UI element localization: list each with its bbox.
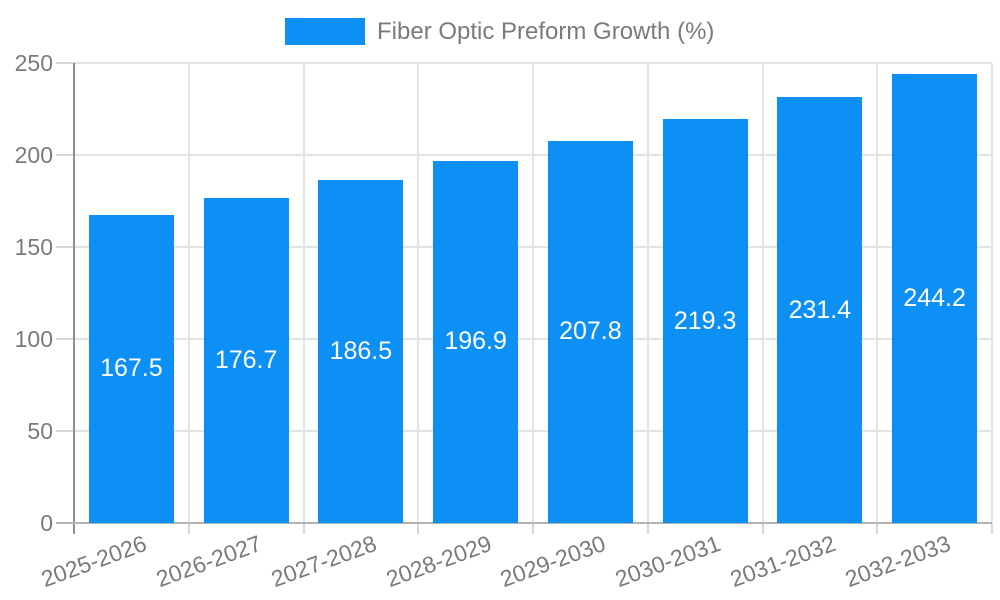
x-gridline <box>761 63 764 523</box>
y-tick <box>56 338 73 340</box>
bar-2029-2030[interactable]: 207.8 <box>547 140 633 523</box>
x-tick <box>532 524 534 534</box>
x-tick <box>761 524 764 534</box>
bar-value-label: 231.4 <box>788 295 852 324</box>
x-tick <box>302 524 305 534</box>
x-tick <box>646 524 649 534</box>
legend-label: Fiber Optic Preform Growth (%) <box>377 18 715 45</box>
bar-value-label: 244.2 <box>903 283 966 312</box>
y-tick <box>56 62 73 64</box>
x-gridline <box>302 63 305 523</box>
bar-value-label: 196.9 <box>444 327 507 356</box>
x-gridline <box>646 63 649 523</box>
bar-2025-2026[interactable]: 167.5 <box>88 214 174 523</box>
bar-value-label: 167.5 <box>100 354 163 383</box>
x-tick-label-2026-2027: 2026-2027 <box>152 530 266 593</box>
bar-2030-2031[interactable]: 219.3 <box>662 119 748 523</box>
y-tick <box>56 154 73 156</box>
x-tick <box>417 524 420 534</box>
bar-2027-2028[interactable]: 186.5 <box>318 179 404 523</box>
y-tick-label: 150 <box>14 234 53 260</box>
y-tick-label: 50 <box>27 418 53 444</box>
x-tick <box>187 524 190 534</box>
x-gridline <box>991 63 993 523</box>
x-tick-label-2027-2028: 2027-2028 <box>267 530 380 593</box>
y-tick <box>56 246 73 248</box>
y-tick-label: 250 <box>14 50 53 76</box>
x-tick-label-2025-2026: 2025-2026 <box>38 530 151 593</box>
x-tick-label-2029-2030: 2029-2030 <box>497 530 610 593</box>
y-tick-label: 0 <box>40 510 53 536</box>
bar-value-label: 207.8 <box>559 317 622 346</box>
bar-value-label: 176.7 <box>214 345 278 374</box>
bar-2028-2029[interactable]: 196.9 <box>433 160 519 523</box>
x-tick-label-2031-2032: 2031-2032 <box>726 530 839 593</box>
bar-2026-2027[interactable]: 176.7 <box>203 197 289 523</box>
x-gridline <box>876 63 879 523</box>
x-gridline <box>532 63 534 523</box>
y-tick-label: 200 <box>14 142 53 168</box>
x-tick <box>991 524 993 534</box>
x-tick-label-2028-2029: 2028-2029 <box>382 530 495 593</box>
y-tick <box>56 430 73 432</box>
bar-2032-2033[interactable]: 244.2 <box>892 73 978 523</box>
y-axis-line <box>73 63 75 534</box>
x-tick <box>876 524 879 534</box>
legend-swatch-icon <box>285 18 365 45</box>
x-gridline <box>417 63 420 523</box>
bar-value-label: 186.5 <box>329 336 393 365</box>
bar-2031-2032[interactable]: 231.4 <box>777 97 863 523</box>
x-tick-label-2032-2033: 2032-2033 <box>841 530 954 593</box>
bar-value-label: 219.3 <box>673 306 737 335</box>
y-tick-label: 100 <box>14 326 53 352</box>
x-tick-label-2030-2031: 2030-2031 <box>611 530 725 593</box>
x-axis-line <box>56 522 992 524</box>
x-gridline <box>187 63 190 523</box>
